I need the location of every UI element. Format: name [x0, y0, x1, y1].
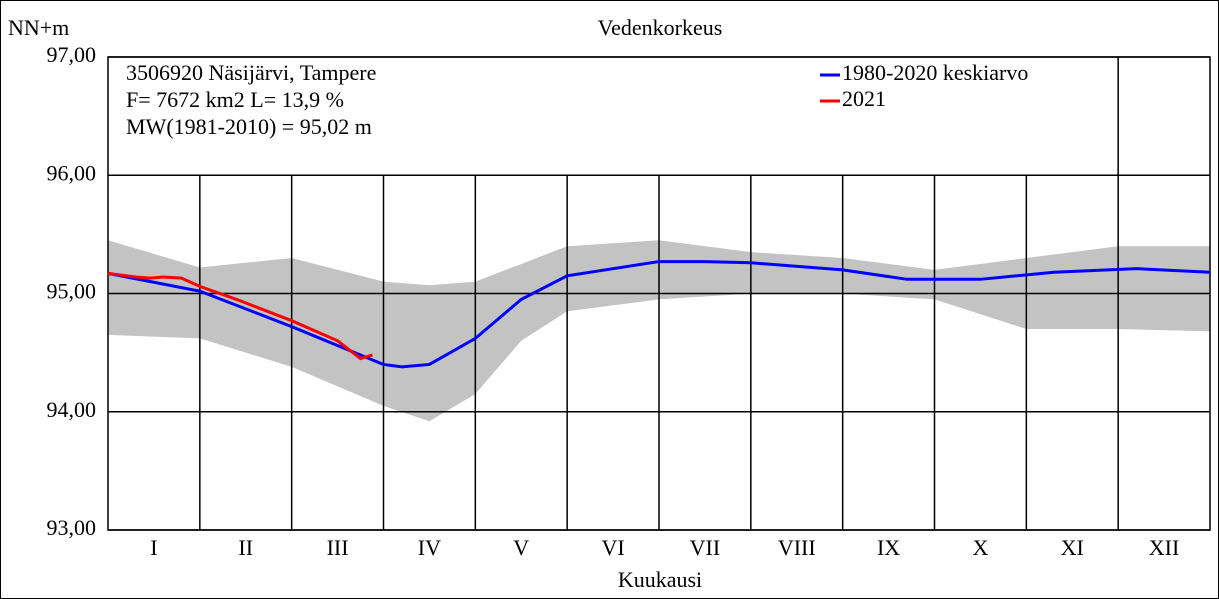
x-tick-label: VII	[690, 535, 721, 560]
series-line	[107, 260, 1211, 369]
x-tick-label: VIII	[778, 535, 816, 560]
x-tick-label: XI	[1061, 535, 1084, 560]
x-tick-label: VI	[601, 535, 624, 560]
x-tick-label: X	[972, 535, 988, 560]
y-tick-label: 97,00	[47, 42, 97, 67]
x-axis-label: Kuukausi	[618, 567, 702, 592]
y-axis-label: NN+m	[8, 15, 69, 40]
x-tick-label: XII	[1149, 535, 1180, 560]
y-tick-label: 95,00	[47, 279, 97, 304]
plot-frame	[107, 56, 1211, 531]
x-tick-label: II	[238, 535, 253, 560]
legend-label: 2021	[842, 86, 886, 111]
x-tick-label: IX	[877, 535, 900, 560]
x-tick-label: IV	[418, 535, 441, 560]
x-tick-label: V	[513, 535, 529, 560]
series-line	[107, 271, 373, 361]
legend-label: 1980-2020 keskiarvo	[842, 60, 1028, 85]
x-tick-label: III	[327, 535, 349, 560]
info-text: F= 7672 km2 L= 13,9 %	[126, 87, 344, 112]
y-tick-label: 94,00	[47, 397, 97, 422]
x-tick-label: I	[150, 535, 157, 560]
chart-title: Vedenkorkeus	[598, 15, 723, 40]
info-text: MW(1981-2010) = 95,02 m	[126, 114, 372, 139]
info-text: 3506920 Näsijärvi, Tampere	[126, 60, 376, 85]
y-tick-label: 93,00	[47, 515, 97, 540]
y-tick-label: 96,00	[47, 160, 97, 185]
